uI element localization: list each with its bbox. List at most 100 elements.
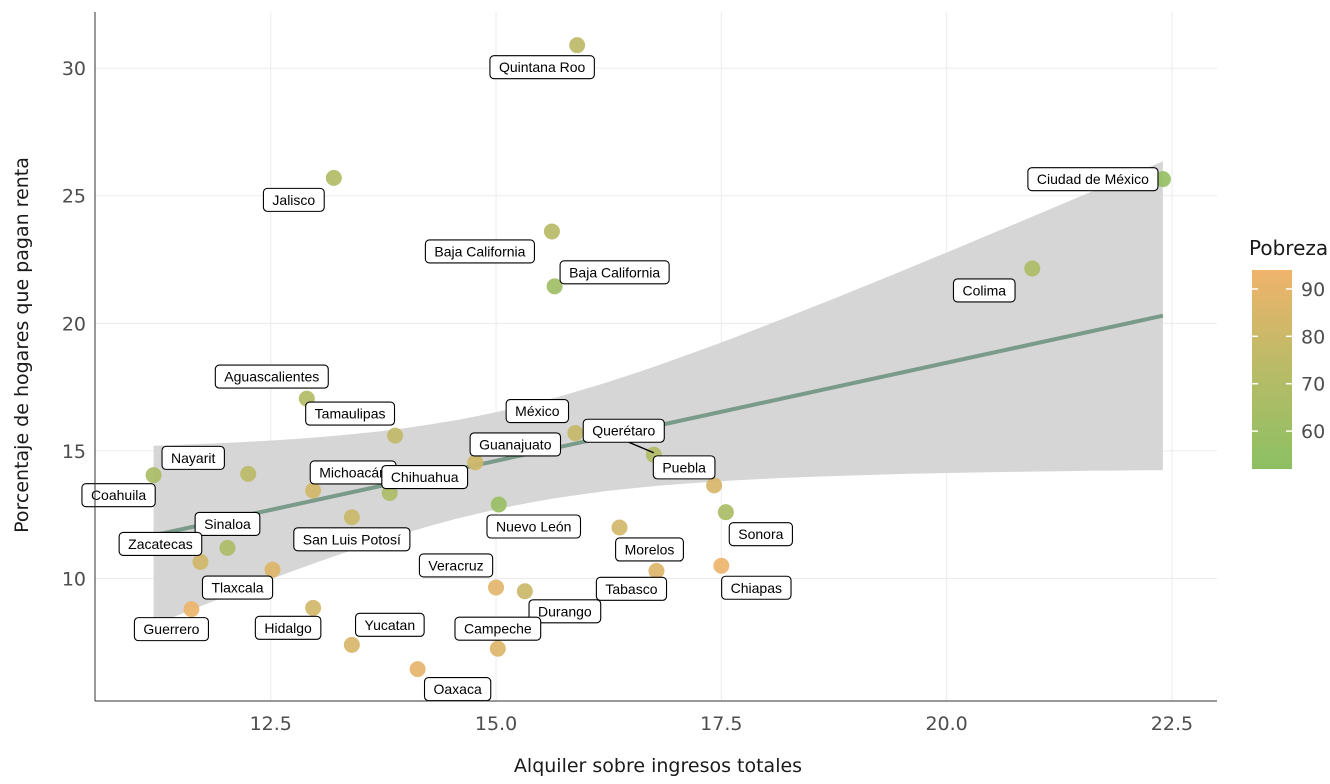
data-point[interactable] xyxy=(240,465,257,482)
data-point[interactable] xyxy=(219,539,236,556)
y-tick-label: 15 xyxy=(62,441,86,463)
point-label: Sonora xyxy=(728,522,793,547)
color-legend: Pobreza 90 80 70 60 xyxy=(1249,236,1328,469)
point-label-text: Tamaulipas xyxy=(315,406,386,422)
data-point[interactable] xyxy=(569,37,586,54)
point-label: Ciudad de México xyxy=(1027,167,1159,192)
point-label-text: Querétaro xyxy=(592,423,655,439)
y-axis-title: Porcentaje de hogares que pagan renta xyxy=(11,157,33,533)
point-label: Colima xyxy=(952,278,1016,303)
point-label-box xyxy=(194,511,261,536)
data-point[interactable] xyxy=(409,661,426,678)
data-point[interactable] xyxy=(706,477,723,494)
point-label-box xyxy=(354,612,425,637)
data-point[interactable] xyxy=(713,557,730,574)
point-label-text: Nuevo León xyxy=(496,519,572,535)
point-label-box xyxy=(262,187,325,212)
point-label-text: Nayarit xyxy=(171,450,215,466)
data-point[interactable] xyxy=(543,223,560,240)
point-labels: Quintana Roo Jalisco Ciudad de México Baja … xyxy=(81,55,1159,702)
point-label-box xyxy=(486,514,582,539)
point-label: México xyxy=(505,399,570,424)
point-label-text: Coahuila xyxy=(91,487,146,503)
point-label-box xyxy=(254,615,322,640)
point-label: Tlaxcala xyxy=(201,575,274,600)
data-point[interactable] xyxy=(648,562,665,579)
point-label-box xyxy=(133,617,209,642)
data-point[interactable] xyxy=(1024,260,1041,277)
point-label: Guanajuato xyxy=(469,432,562,457)
point-label-text: Durango xyxy=(538,603,592,619)
point-label-box xyxy=(81,483,156,508)
point-label-text: Michoacán xyxy=(319,464,387,480)
point-label: Guerrero xyxy=(133,617,209,642)
data-point[interactable] xyxy=(264,561,281,578)
x-axis-title: Alquiler sobre ingresos totales xyxy=(514,755,802,777)
legend-tick-label: 70 xyxy=(1301,374,1325,396)
point-label-box xyxy=(418,553,494,578)
tick-labels: 12.5 15.0 17.5 20.0 22.5 10 15 20 25 30 xyxy=(62,58,1193,735)
point-label-text: Baja California xyxy=(434,243,525,259)
data-points xyxy=(145,37,1171,678)
y-tick-label: 30 xyxy=(62,58,86,80)
point-label-text: México xyxy=(515,403,560,419)
data-point[interactable] xyxy=(1154,171,1171,188)
data-point[interactable] xyxy=(467,454,484,471)
data-point[interactable] xyxy=(387,427,404,444)
data-point[interactable] xyxy=(192,553,209,570)
data-point[interactable] xyxy=(305,482,322,499)
data-point[interactable] xyxy=(343,636,360,653)
data-point[interactable] xyxy=(488,579,505,596)
x-tick-label: 20.0 xyxy=(925,713,967,735)
point-label-text: Hidalgo xyxy=(264,620,312,636)
point-label-text: Colima xyxy=(962,282,1006,298)
point-label-text: Sinaloa xyxy=(204,516,251,532)
point-label-text: Quintana Roo xyxy=(499,59,586,75)
point-label-box xyxy=(118,531,203,556)
label-leader-line xyxy=(628,441,655,454)
y-tick-label: 20 xyxy=(62,313,86,335)
data-point[interactable] xyxy=(490,496,507,513)
legend-title: Pobreza xyxy=(1249,236,1328,260)
data-point[interactable] xyxy=(145,467,162,484)
data-point[interactable] xyxy=(567,425,584,442)
point-label-text: Chiapas xyxy=(731,580,782,596)
data-point[interactable] xyxy=(325,169,342,186)
data-point[interactable] xyxy=(717,504,734,521)
point-label-box xyxy=(1027,167,1159,192)
point-label: Oaxaca xyxy=(423,677,492,702)
y-tick-label: 25 xyxy=(62,186,86,208)
data-point[interactable] xyxy=(343,509,360,526)
point-label-text: Aguascalientes xyxy=(224,369,319,385)
point-label: Morelos xyxy=(615,537,684,562)
data-point[interactable] xyxy=(183,601,200,618)
data-point[interactable] xyxy=(489,640,506,657)
data-point[interactable] xyxy=(546,278,563,295)
point-label-text: Jalisco xyxy=(272,192,315,208)
point-label: Puebla xyxy=(652,455,716,480)
point-label-box xyxy=(305,401,396,426)
point-label-text: Tlaxcala xyxy=(211,580,263,596)
point-label-text: Morelos xyxy=(625,541,675,557)
point-label: Baja California xyxy=(559,260,670,285)
point-label: Tamaulipas xyxy=(305,401,396,426)
legend-tick-label: 60 xyxy=(1301,421,1325,443)
point-label: Chihuahua xyxy=(381,464,469,490)
x-tick-label: 22.5 xyxy=(1151,713,1193,735)
point-label-text: Puebla xyxy=(662,459,706,475)
legend-tick-label: 80 xyxy=(1301,326,1325,348)
data-point[interactable] xyxy=(305,599,322,616)
point-label-text: Guanajuato xyxy=(479,436,552,452)
x-tick-label: 15.0 xyxy=(475,713,517,735)
point-label: Durango xyxy=(528,599,602,624)
point-label-text: Chihuahua xyxy=(391,469,459,485)
data-point[interactable] xyxy=(516,583,533,600)
point-label-text: Zacatecas xyxy=(128,536,193,552)
point-label-box xyxy=(201,575,274,600)
data-point[interactable] xyxy=(611,519,628,536)
point-label: Coahuila xyxy=(81,483,156,508)
point-label: Sinaloa xyxy=(194,511,261,536)
point-label: Veracruz xyxy=(418,553,494,578)
point-label-box xyxy=(161,445,225,470)
point-label-box xyxy=(381,464,469,490)
